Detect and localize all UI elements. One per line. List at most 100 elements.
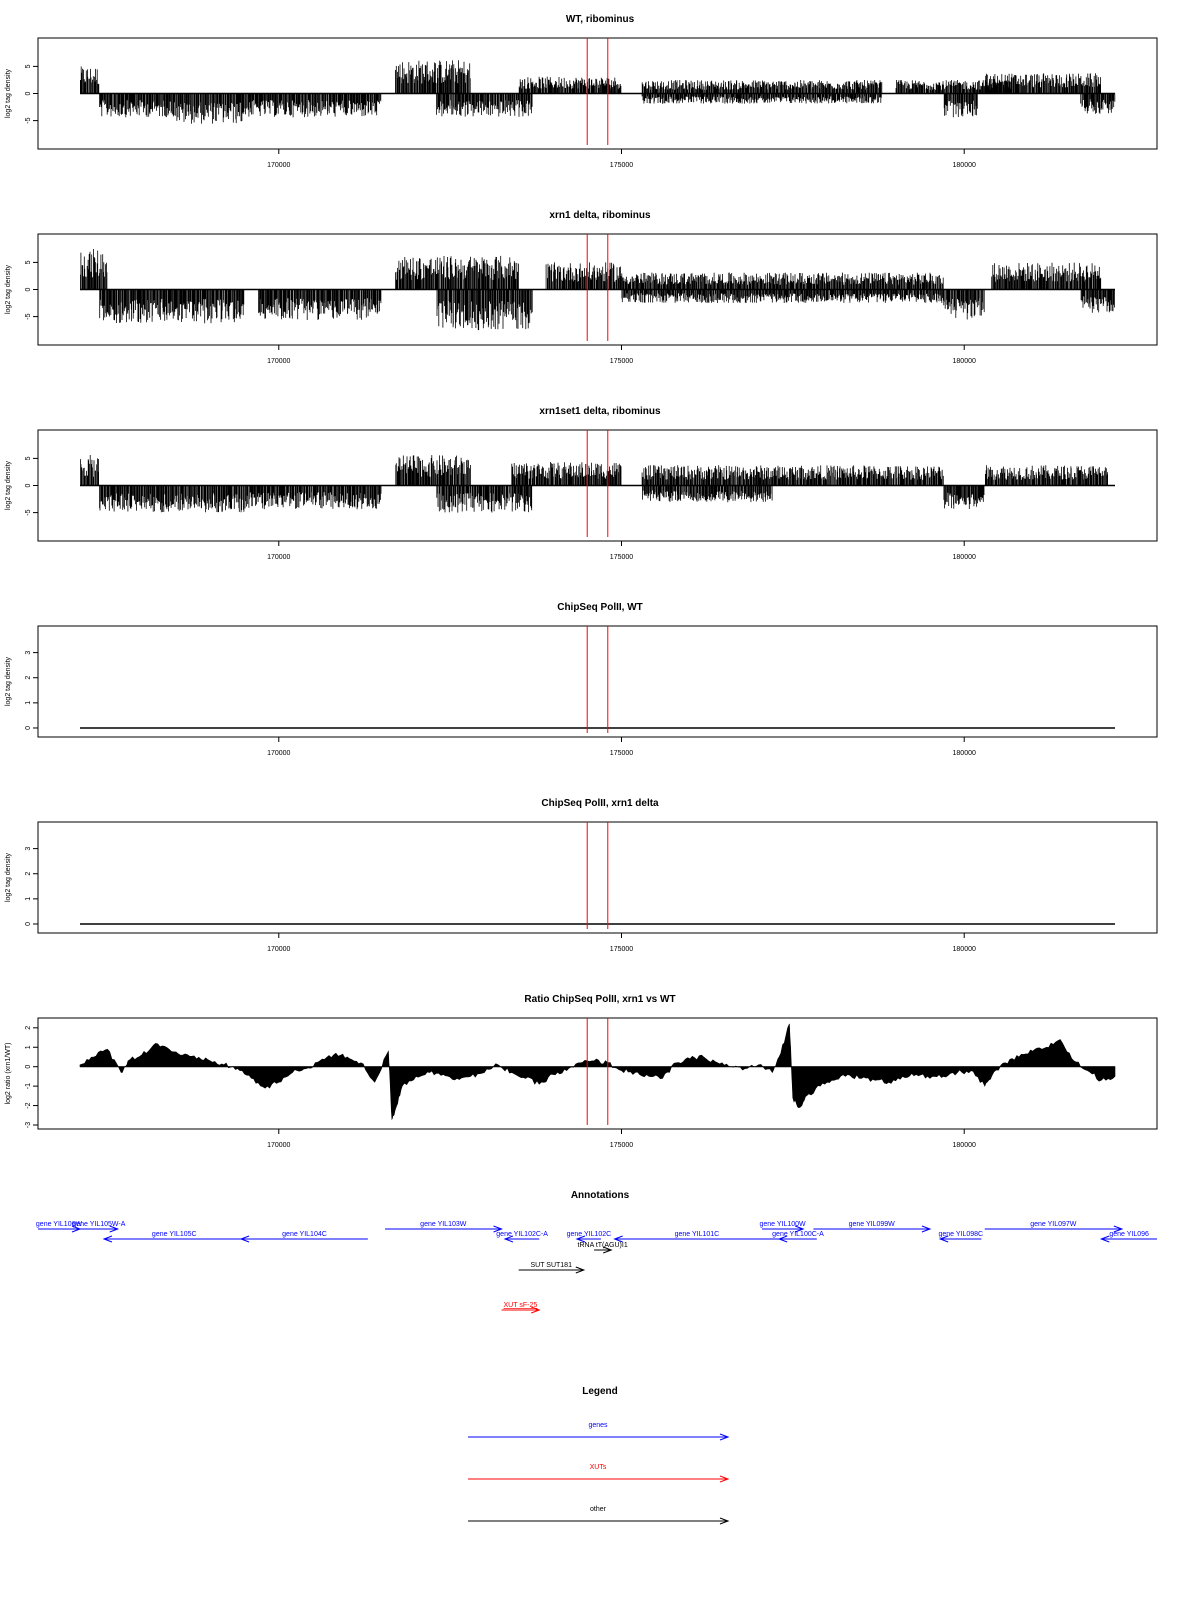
bar-group: [244, 485, 382, 510]
x-tick-label: 170000: [267, 554, 290, 561]
annotation-feature: XUT sF-25: [501, 1302, 541, 1314]
feature-arrowhead: [938, 1235, 949, 1243]
x-tick-label: 175000: [610, 358, 633, 365]
feature-arrowhead: [777, 1235, 788, 1243]
bar-group: [395, 60, 471, 94]
panel-title: ChipSeq PolII, WT: [557, 602, 643, 613]
y-tick-label: -3: [25, 1122, 32, 1128]
bar-group: [99, 289, 245, 324]
feature-label: gene YIL101C: [675, 1231, 720, 1238]
feature-label: gene YIL106W: [36, 1221, 83, 1228]
legend-label: genes: [588, 1422, 608, 1429]
bar-group: [511, 462, 622, 486]
legend-arrowhead: [719, 1475, 730, 1483]
feature-arrowhead: [239, 1235, 250, 1243]
feature-arrowhead: [1099, 1235, 1110, 1243]
bar-group: [1080, 93, 1116, 114]
annotation-feature: SUT SUT181: [518, 1262, 586, 1274]
x-tick-label: 170000: [267, 1142, 290, 1149]
bar-group: [985, 465, 1108, 486]
y-tick-label: 1: [25, 701, 32, 705]
feature-arrowhead: [613, 1235, 623, 1243]
bar-group: [984, 73, 1101, 94]
feature-label: gene YIL105W-A: [72, 1221, 125, 1228]
legend-arrowhead: [719, 1517, 730, 1525]
feature-label: gene YIL103W: [420, 1221, 467, 1228]
annotation-feature: gene YIL103W: [385, 1221, 503, 1233]
annotation-feature: gene YIL101C: [613, 1231, 780, 1243]
panel-title: xrn1set1 delta, ribominus: [539, 406, 661, 417]
bar-group: [436, 485, 533, 513]
annotation-feature: gene YIL104C: [239, 1231, 368, 1243]
panel-title: ChipSeq PolII, xrn1 delta: [541, 798, 659, 809]
bar-group: [395, 455, 471, 486]
feature-label: gene YIL105C: [152, 1231, 197, 1238]
y-axis-label: log2 ratio (xrn1/WT): [5, 1043, 12, 1105]
bar-group: [943, 93, 978, 118]
y-tick-label: 0: [25, 726, 32, 730]
feature-arrowhead: [794, 1225, 805, 1233]
y-tick-label: 0: [25, 1065, 32, 1069]
annotation-feature: gene YIL100W: [759, 1221, 806, 1233]
x-tick-label: 180000: [953, 358, 976, 365]
bar-group: [943, 289, 985, 320]
legend-label: XUTs: [590, 1464, 607, 1471]
bar-group: [436, 93, 533, 117]
y-tick-label: -2: [25, 1102, 32, 1108]
y-tick-label: 5: [25, 260, 32, 264]
bar-group: [436, 289, 533, 331]
annotation-feature: gene YIL097W: [984, 1221, 1124, 1233]
bar-group: [1080, 289, 1115, 313]
feature-label: gene YIL100C-A: [772, 1231, 824, 1238]
y-tick-label: -5: [25, 509, 32, 515]
bar-group: [641, 80, 883, 94]
annotation-title: Annotations: [571, 1190, 630, 1201]
y-tick-label: -5: [25, 117, 32, 123]
x-tick-label: 180000: [953, 750, 976, 757]
feature-label: gene YIL104C: [282, 1231, 327, 1238]
annotation-feature: tRNA tT(AGU)I1: [578, 1242, 628, 1254]
annotation-feature: gene YIL105W-A: [72, 1221, 126, 1233]
legend: Legend genes XUTs other: [468, 1386, 730, 1525]
y-tick-label: 0: [25, 922, 32, 926]
y-tick-label: 5: [25, 456, 32, 460]
feature-arrowhead: [102, 1235, 113, 1243]
bar-group: [642, 485, 773, 503]
bar-group: [641, 93, 882, 104]
bar-group: [395, 255, 519, 290]
bar-group: [991, 262, 1102, 290]
feature-label: gene YIL099W: [849, 1221, 896, 1228]
x-tick-label: 175000: [610, 750, 633, 757]
panel-title: WT, ribominus: [566, 14, 635, 25]
x-tick-label: 170000: [267, 162, 290, 169]
y-axis-label: log2 tag density: [5, 68, 12, 118]
feature-arrowhead: [1113, 1225, 1124, 1233]
y-tick-label: 3: [25, 651, 32, 655]
legend-title: Legend: [582, 1386, 618, 1397]
annotation-feature: gene YIL100C-A: [772, 1231, 824, 1243]
plot-frame: [37, 625, 1158, 738]
feature-label: gene YIL102C: [567, 1231, 612, 1238]
y-tick-label: 0: [25, 483, 32, 487]
y-tick-label: 0: [25, 91, 32, 95]
x-tick-label: 170000: [267, 358, 290, 365]
feature-arrowhead: [921, 1225, 932, 1233]
bar-group: [621, 289, 944, 303]
track-panel-5: ChipSeq PolII, xrn1 delta 0 1 2 3 log2 tag de…: [5, 798, 1158, 953]
bar-group: [176, 93, 245, 124]
bar-group: [278, 93, 382, 118]
plot-frame: [37, 821, 1158, 934]
bar-group: [80, 66, 100, 94]
x-tick-label: 175000: [610, 554, 633, 561]
legend-item: XUTs: [468, 1464, 730, 1483]
track-panel-4: ChipSeq PolII, WT 0 1 2 3 log2 tag density 170…: [5, 602, 1158, 757]
annotation-feature: gene YIL105C: [102, 1231, 245, 1243]
annotation-feature: gene YIL096: [1099, 1231, 1157, 1243]
y-tick-label: -1: [25, 1083, 32, 1089]
legend-arrowhead: [719, 1433, 730, 1441]
legend-item: genes: [468, 1422, 730, 1441]
x-tick-label: 180000: [953, 554, 976, 561]
track-panel-6: Ratio ChipSeq PolII, xrn1 vs WT -3 -2 -1 0 1 2…: [5, 994, 1158, 1149]
